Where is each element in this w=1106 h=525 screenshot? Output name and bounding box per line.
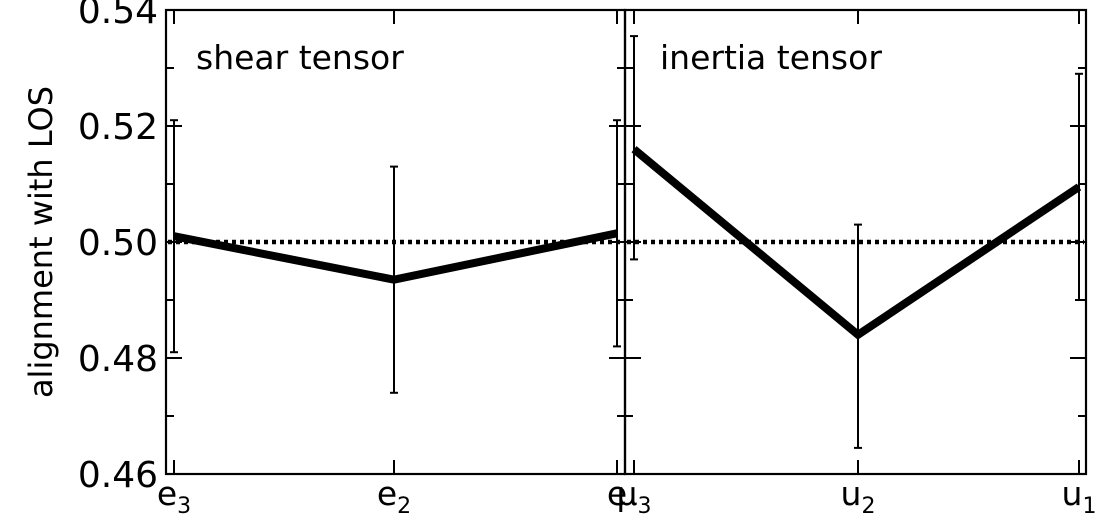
x-tick-label: e3 xyxy=(157,474,191,519)
y-tick-label: 0.52 xyxy=(78,107,158,148)
x-tick-label: u1 xyxy=(1062,474,1097,519)
x-tick-label: e2 xyxy=(377,474,411,519)
panel-title: inertia tensor xyxy=(660,38,882,77)
y-tick-label: 0.54 xyxy=(78,0,158,32)
panel-2 xyxy=(625,10,1086,474)
panel-1 xyxy=(166,10,625,474)
y-tick-label: 0.46 xyxy=(78,455,158,496)
x-tick-label: u2 xyxy=(841,474,876,519)
x-tick-label: μ3 xyxy=(617,474,652,519)
y-tick-label: 0.50 xyxy=(78,223,158,264)
y-tick-label: 0.48 xyxy=(78,339,158,380)
y-axis-label: alignment with LOS xyxy=(22,86,60,398)
panel-title: shear tensor xyxy=(196,38,404,77)
